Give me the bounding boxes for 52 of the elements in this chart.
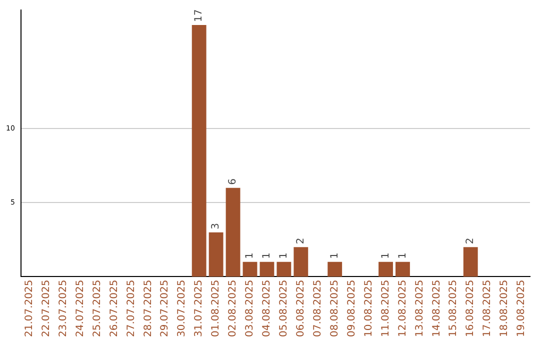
bar bbox=[328, 262, 342, 277]
x-tick-label: 29.07.2025 bbox=[160, 280, 171, 338]
x-tick-label: 11.08.2025 bbox=[380, 280, 392, 338]
x-tick-label: 31.07.2025 bbox=[194, 280, 205, 338]
x-tick-label: 26.07.2025 bbox=[108, 280, 120, 338]
bar bbox=[192, 25, 206, 277]
x-tick-label: 16.08.2025 bbox=[465, 280, 476, 338]
data-label: 1 bbox=[397, 252, 408, 259]
x-tick-label: 06.08.2025 bbox=[296, 280, 306, 338]
data-label: 1 bbox=[329, 252, 340, 259]
bar bbox=[226, 188, 240, 277]
x-tick-label: 15.08.2025 bbox=[448, 280, 460, 338]
data-label: 1 bbox=[244, 252, 256, 259]
x-tick-label: 19.08.2025 bbox=[516, 280, 528, 338]
x-tick-label: 13.08.2025 bbox=[414, 280, 426, 338]
x-tick-label: 10.08.2025 bbox=[363, 280, 374, 338]
x-tick-label: 23.07.2025 bbox=[58, 280, 69, 338]
x-tick-label: 05.08.2025 bbox=[278, 280, 290, 338]
data-label: 1 bbox=[380, 252, 392, 259]
x-tick-label: 01.08.2025 bbox=[210, 280, 222, 338]
x-tick-label: 21.07.2025 bbox=[24, 280, 35, 338]
x-tick-label: 07.08.2025 bbox=[312, 280, 324, 338]
data-label: 1 bbox=[262, 252, 273, 259]
x-tick-label: 03.08.2025 bbox=[244, 280, 256, 338]
bar bbox=[276, 262, 292, 277]
x-tick-label: 25.07.2025 bbox=[92, 280, 103, 338]
bar bbox=[463, 247, 478, 277]
bar bbox=[242, 262, 258, 277]
x-tick-label: 17.08.2025 bbox=[482, 280, 494, 338]
bar bbox=[294, 247, 308, 277]
x-tick-label: 22.07.2025 bbox=[40, 280, 52, 338]
x-tick-label: 28.07.2025 bbox=[142, 280, 154, 338]
x-tick-label: 04.08.2025 bbox=[262, 280, 273, 338]
bar bbox=[208, 232, 224, 277]
bar bbox=[378, 262, 393, 277]
data-label: 6 bbox=[228, 178, 239, 185]
data-label: 17 bbox=[194, 9, 205, 22]
x-tick-label: 02.08.2025 bbox=[228, 280, 239, 338]
x-tick-label: 27.07.2025 bbox=[126, 280, 137, 338]
data-label: 1 bbox=[278, 252, 290, 259]
x-tick-label: 09.08.2025 bbox=[346, 280, 358, 338]
x-tick-label: 18.08.2025 bbox=[499, 280, 510, 338]
x-tick-label: 12.08.2025 bbox=[397, 280, 408, 338]
data-label: 2 bbox=[296, 238, 306, 244]
bar bbox=[260, 262, 274, 277]
bar bbox=[396, 262, 410, 277]
data-label: 3 bbox=[210, 222, 222, 230]
x-tick-label: 24.07.2025 bbox=[74, 280, 86, 338]
x-tick-label: 14.08.2025 bbox=[431, 280, 442, 338]
x-tick-label: 30.07.2025 bbox=[176, 280, 188, 338]
x-tick-label: 08.08.2025 bbox=[329, 280, 340, 338]
data-label: 2 bbox=[465, 238, 476, 244]
